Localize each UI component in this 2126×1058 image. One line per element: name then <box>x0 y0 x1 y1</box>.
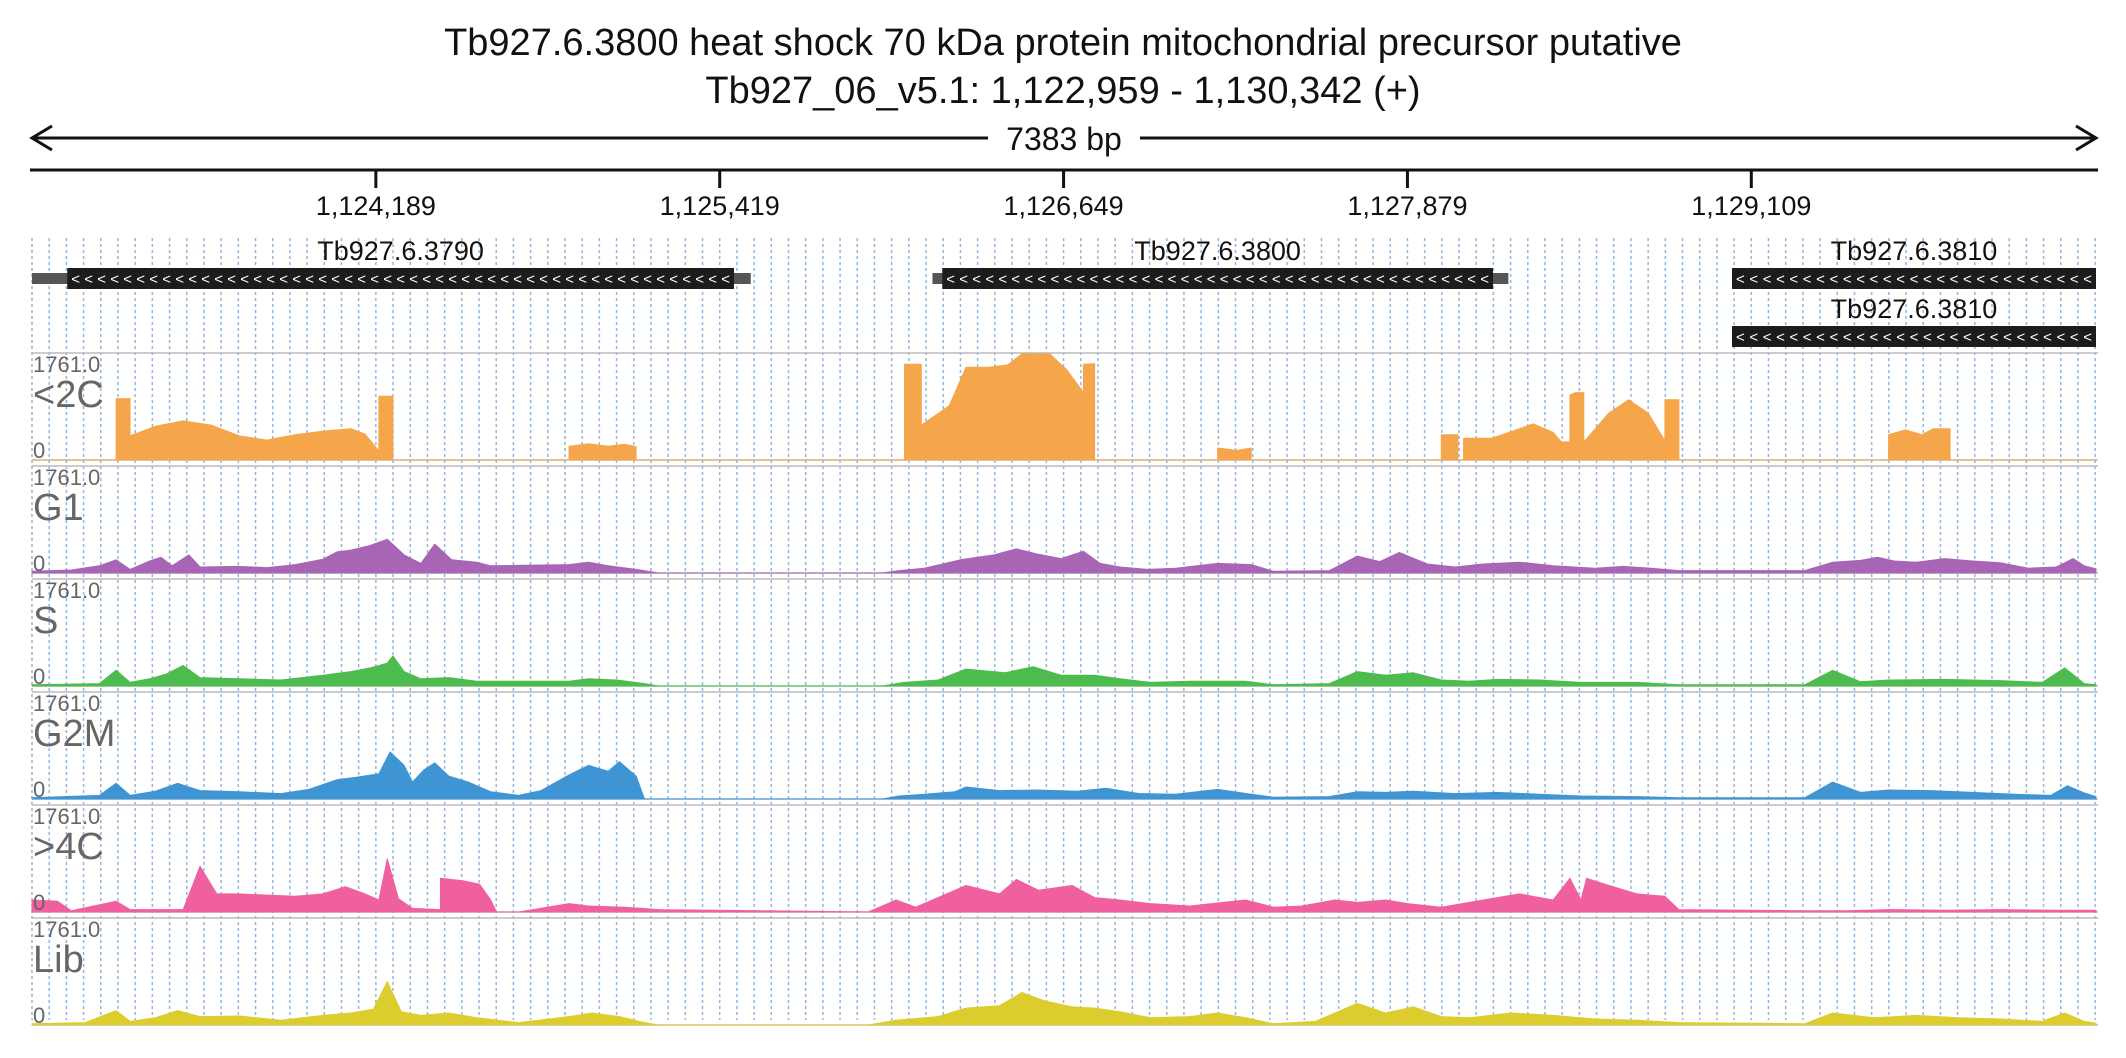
axis-tick-label: 1,124,189 <box>316 191 436 221</box>
coverage-area <box>31 655 2097 687</box>
gene-cds <box>1732 326 2096 347</box>
gene-feature[interactable]: <<<<<<<<<<<<<<<<<<<<<<<<<<<Tb927.6.3810 <box>1732 236 2096 289</box>
track-ymax-label: 1761.0 <box>33 578 100 603</box>
coverage-area <box>31 538 2097 574</box>
gene-label: Tb927.6.3800 <box>1134 236 1301 266</box>
track-ymin-label: 0 <box>33 664 45 689</box>
coverage-track: 1761.0>4C 0 <box>31 804 2098 915</box>
coverage-area <box>31 353 2097 461</box>
coverage-area <box>31 751 2097 800</box>
vertical-gridlines <box>31 238 2096 1020</box>
axis-tick-label: 1,129,109 <box>1691 191 1811 221</box>
coverage-tracks: 1761.0<2C01761.0G101761.0S01761.0G2M0176… <box>31 352 2098 1028</box>
coverage-area <box>31 981 2097 1026</box>
span-arrow: 7383 bp <box>29 121 2099 157</box>
gene-feature[interactable]: <<<<<<<<<<<<<<<<<<<<<<<<<<<<<<<<<<<<<<<<… <box>32 236 751 289</box>
gene-feature[interactable]: <<<<<<<<<<<<<<<<<<<<<<<<<<<<<<<<<<<<<<<<… <box>932 236 1509 289</box>
track-ymax-label: 1761.0 <box>33 465 100 490</box>
coverage-track: 1761.0G1 0 <box>31 465 2098 576</box>
axis-tick-label: 1,127,879 <box>1347 191 1467 221</box>
genomic-location: Tb927_06_v5.1: 1,122,959 - 1,130,342 (+) <box>705 70 1421 112</box>
gene-label: Tb927.6.3810 <box>1831 294 1998 324</box>
gene-title: Tb927.6.3800 heat shock 70 kDa protein m… <box>444 22 1682 64</box>
span-length-label: 7383 bp <box>1006 121 1122 157</box>
track-name-label: >4C <box>33 826 104 868</box>
track-ymax-label: 1761.0 <box>33 804 100 829</box>
gene-cds <box>1732 268 2096 289</box>
gene-label: Tb927.6.3790 <box>317 236 484 266</box>
track-ymin-label: 0 <box>33 1003 45 1028</box>
track-name-label: Lib <box>33 939 84 981</box>
gene-cds <box>67 268 734 289</box>
track-ymax-label: 1761.0 <box>33 691 100 716</box>
arrow-left-icon <box>29 124 53 152</box>
axis-tick-label: 1,125,419 <box>660 191 780 221</box>
gene-track: <<<<<<<<<<<<<<<<<<<<<<<<<<<<<<<<<<<<<<<<… <box>32 236 2096 347</box>
track-ymin-label: 0 <box>33 438 45 463</box>
coordinate-axis: 1,124,189 1,125,419 1,126,649 1,127,879 1,12… <box>30 168 2098 221</box>
coverage-track: 1761.0S 0 <box>31 578 2098 689</box>
track-name-label: G2M <box>33 713 115 755</box>
axis-tick-label: 1,126,649 <box>1004 191 1124 221</box>
strand-chevrons-icon: <<<<<<<<<<<<<<<<<<<<<<<<<<<<<<<<<<<<<<<<… <box>71 271 730 288</box>
gene-feature[interactable]: <<<<<<<<<<<<<<<<<<<<<<<<<<<Tb927.6.3810 <box>1732 294 2096 347</box>
gene-label: Tb927.6.3810 <box>1831 236 1998 266</box>
track-ymax-label: 1761.0 <box>33 917 100 942</box>
arrow-right-icon <box>2075 124 2099 152</box>
track-ymin-label: 0 <box>33 551 45 576</box>
coverage-area <box>31 858 2097 913</box>
track-ymin-label: 0 <box>33 777 45 802</box>
track-ymin-label: 0 <box>33 890 45 915</box>
coverage-track: 1761.0<2C 0 <box>31 352 2098 463</box>
track-ymax-label: 1761.0 <box>33 352 100 377</box>
track-name-label: G1 <box>33 487 84 529</box>
gene-cds <box>942 268 1493 289</box>
track-name-label: S <box>33 600 58 642</box>
track-name-label: <2C <box>33 374 104 416</box>
